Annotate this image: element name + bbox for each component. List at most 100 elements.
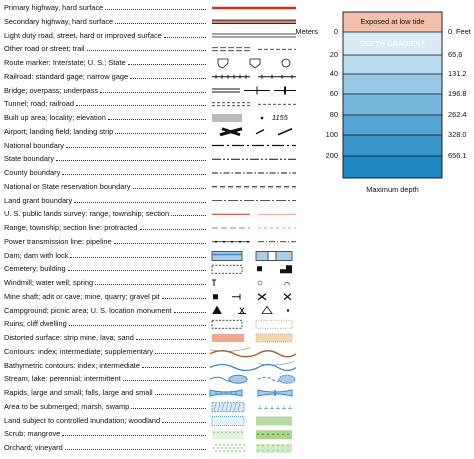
leader-dots	[107, 119, 206, 120]
symbol-area	[343, 156, 442, 178]
feet-label: 131.2	[448, 69, 467, 78]
symbol-dot	[257, 280, 263, 286]
leader-dots	[171, 215, 206, 217]
symbol-dot	[237, 447, 239, 449]
symbol-area	[257, 266, 262, 272]
leader-dots	[56, 160, 206, 162]
leader-dots	[130, 77, 206, 79]
symbol-area	[212, 334, 244, 342]
legend-label: Airport; landing field; landing strip	[4, 126, 114, 136]
symbol-dot	[229, 447, 231, 449]
symbol-line	[217, 403, 221, 411]
symbol-area	[280, 265, 286, 270]
symbol-dot	[262, 433, 264, 436]
symbol-area	[343, 94, 442, 115]
legend-label: County boundary	[4, 168, 61, 177]
legend-label: Distorted surface: strip mine, lava; san…	[4, 333, 134, 342]
leader-dots	[66, 146, 206, 148]
legend-label: Rapids, large and small; falls, large an…	[4, 388, 153, 397]
legend-label: Bridge; overpass; underpass	[4, 85, 99, 95]
legend-item: Light duty road, street, hard or improve…	[4, 30, 206, 40]
legend-label: Secondary highway, hard surface	[4, 16, 114, 26]
symbol-area	[211, 264, 243, 274]
legend-label: Light duty road, street, hard or improve…	[4, 30, 162, 40]
legend-item: Cemetery; building	[4, 263, 206, 273]
symbol-path	[209, 347, 251, 352]
symbol-dot	[267, 433, 269, 436]
symbol-area	[256, 416, 292, 426]
symbol-dot	[272, 449, 274, 452]
symbol-dot	[231, 240, 233, 243]
legend-label: Route marker: Interstate; U. S.; State	[4, 58, 126, 67]
legend-item: Distorted surface: strip mine, lava; san…	[4, 332, 206, 342]
legend-item: Scrub; mangrove	[4, 428, 206, 438]
feet-label: 328.0	[448, 130, 467, 139]
legend-item: Windmill; water well; spring	[4, 277, 206, 287]
symbol-dot	[247, 240, 249, 243]
symbol-area	[212, 444, 244, 453]
legend-item: Secondary highway, hard surface	[4, 16, 206, 26]
symbol-area	[343, 115, 442, 135]
elevation-sample: 1155	[272, 113, 289, 122]
leader-dots	[122, 380, 206, 382]
gradient-label: DEPTH GRADIENT	[360, 39, 426, 48]
symbol-area	[211, 402, 245, 413]
symbol-path	[283, 282, 291, 286]
symbol-dot	[217, 431, 219, 434]
gradient-frame	[342, 11, 443, 179]
symbol-dot	[237, 431, 239, 434]
feet-label: 196.8	[448, 89, 467, 98]
symbol-dot	[231, 450, 233, 452]
feet-unit: Feet	[456, 27, 471, 36]
symbol-area	[343, 135, 442, 156]
leader-dots	[141, 366, 206, 368]
symbol-dot	[219, 450, 221, 452]
legend-label: Primary highway, hard surface	[4, 3, 104, 12]
symbol-dot	[233, 431, 235, 434]
meters-label: 100	[326, 130, 338, 139]
leader-dots	[115, 22, 206, 24]
symbol-dot	[267, 444, 269, 447]
legend-label: Area to be submerged; marsh, swamp	[4, 401, 130, 411]
symbol-area	[211, 251, 243, 261]
legend-item: National boundary	[4, 140, 206, 150]
symbol-area	[267, 251, 277, 261]
symbol-dot	[262, 444, 264, 447]
symbol-path	[209, 350, 297, 358]
symbol-path	[257, 361, 295, 366]
symbol-dot	[241, 431, 243, 434]
leader-dots	[132, 187, 206, 189]
legend-label: National boundary	[4, 140, 64, 150]
symbol-dot	[260, 116, 264, 120]
leader-dots	[86, 50, 206, 52]
legend-label: Campground; picnic area; U. S. location …	[4, 305, 172, 315]
symbol-dot	[257, 449, 259, 452]
legend-item: Bridge; overpass; underpass	[4, 85, 206, 95]
lake	[228, 374, 248, 384]
legend-item: Campground; picnic area; U. S. location …	[4, 305, 206, 315]
symbol-path	[249, 58, 261, 69]
leader-dots	[154, 394, 206, 395]
legend-item: Tunnel; road; railroad	[4, 98, 206, 108]
symbol-dot	[286, 309, 290, 312]
leader-dots	[113, 242, 206, 244]
symbol-dot	[231, 444, 233, 446]
legend-label: Mine shaft; adit or cave; mine, quarry; …	[4, 291, 160, 301]
legend-item: Land grant boundary	[4, 195, 206, 205]
symbol-line	[229, 403, 233, 411]
symbol-dot	[287, 444, 289, 447]
legend-label: Stream, lake: perennial; intermittent	[4, 374, 121, 384]
symbol-line	[277, 128, 293, 136]
symbol-dot	[282, 449, 284, 452]
symbol-dot	[257, 433, 259, 436]
legend-item: Dam; dam with lock	[4, 250, 206, 260]
legend-label: Tunnel; road; railroad	[4, 99, 74, 109]
leader-dots	[115, 132, 206, 134]
symbol-dot	[215, 450, 217, 452]
symbol-path	[212, 305, 222, 314]
legend-item: Power transmission line; pipeline	[4, 236, 206, 246]
symbol-dot	[213, 447, 215, 449]
leader-dots	[139, 229, 206, 230]
legend-item: Contours: index; intermediate; supplemen…	[4, 346, 206, 356]
legend-item: Range, township; section line: protracte…	[4, 222, 206, 232]
